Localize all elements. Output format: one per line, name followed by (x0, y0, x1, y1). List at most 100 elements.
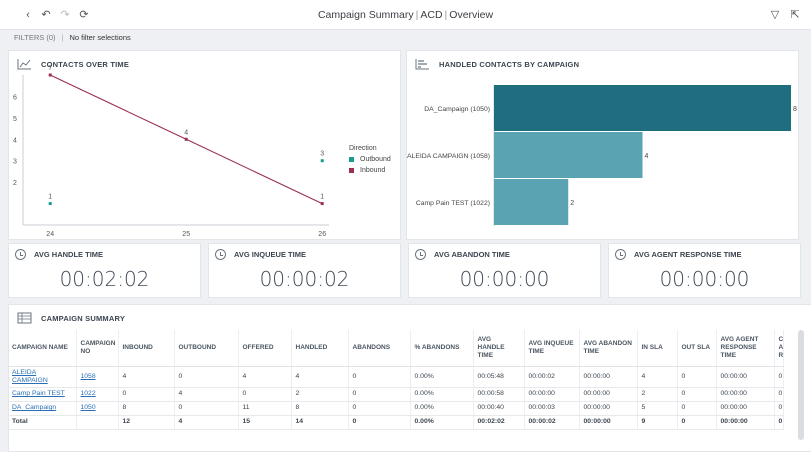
table-cell: 4 (238, 366, 292, 388)
table-cell: 00:00:40 (473, 401, 525, 416)
table-cell: 0 (118, 387, 175, 402)
column-header[interactable]: OUT SLA (677, 330, 717, 367)
column-header[interactable]: OFFERED (238, 330, 292, 367)
bar-2 (494, 179, 569, 225)
filter-icon[interactable]: ▽ (770, 9, 780, 21)
legend: Direction Outbound Inbound (349, 145, 391, 178)
table-cell: 4 (118, 366, 175, 388)
table-row: ALEIDA CAMPAIGN 1058 4 0 4 4 0 0.00% 00:05:48 00:… (8, 366, 784, 388)
legend-swatch (349, 168, 354, 173)
metric-avg-handle-time: AVG HANDLE TIME 00:02:02 (8, 243, 201, 298)
table-cell: 00:00:02 (524, 415, 580, 430)
y-tick-label: 2 (13, 180, 17, 187)
column-header[interactable]: HANDLED (291, 330, 349, 367)
column-header[interactable]: ABANDONS (348, 330, 411, 367)
table-cell: 0 (348, 366, 411, 388)
panel-title: CAMPAIGN SUMMARY (41, 313, 126, 323)
metric-label: AVG ABANDON TIME (434, 250, 510, 259)
column-header[interactable]: INBOUND (118, 330, 175, 367)
undo-icon[interactable]: ↶ (41, 9, 51, 21)
campaign-name-cell[interactable]: ALEIDA CAMPAIGN (8, 366, 77, 388)
table-cell: 00:00:00 (716, 387, 775, 402)
title-main: Campaign Summary (317, 9, 414, 21)
x-tick-label: 25 (182, 231, 190, 238)
column-header[interactable]: CAMPAIGN NAME (8, 330, 77, 367)
table-cell: 0 (677, 387, 717, 402)
metric-value: 00:00:02 (259, 267, 350, 291)
table-cell: 0 (774, 366, 784, 388)
column-header[interactable]: C A R (774, 330, 784, 367)
data-point-inbound (184, 137, 188, 141)
table-cell: 0 (774, 415, 784, 430)
redo-icon[interactable]: ↷ (60, 9, 70, 21)
legend-title: Direction (349, 145, 377, 152)
campaign-no-cell[interactable]: 1058 (76, 366, 119, 388)
legend-swatch (349, 157, 354, 162)
column-header[interactable]: AVG ABANDON TIME (579, 330, 638, 367)
column-header[interactable]: AVG AGENT RESPONSE TIME (716, 330, 775, 367)
table-cell: 4 (291, 366, 349, 388)
campaign-no-cell[interactable]: 1022 (76, 387, 119, 402)
campaign-no-cell (76, 415, 119, 430)
table-cell: 0.00% (410, 401, 474, 416)
filters-label[interactable]: FILTERS (0) (14, 33, 56, 42)
table-cell: 00:00:00 (579, 415, 638, 430)
clock-icon (615, 249, 626, 260)
campaign-name-cell[interactable]: DA_Campaign (8, 401, 77, 416)
data-label: 3 (320, 151, 324, 158)
legend-item[interactable]: Outbound (349, 156, 391, 163)
metric-label: AVG INQUEUE TIME (234, 250, 306, 259)
legend-item[interactable]: Inbound (349, 167, 391, 174)
campaign-no-cell[interactable]: 1050 (76, 401, 119, 416)
bar-1 (494, 132, 643, 178)
column-header[interactable]: CAMPAIGN NO (76, 330, 119, 367)
data-point-outbound (320, 159, 324, 163)
data-point-inbound (320, 202, 324, 206)
category-label: DA_Campaign (1050) (424, 106, 490, 113)
y-tick-label: 5 (13, 116, 17, 123)
campaign-name-cell[interactable]: Camp Pain TEST (8, 387, 77, 402)
table-cell: 2 (637, 387, 678, 402)
table-cell: 0.00% (410, 387, 474, 402)
y-tick-label: 6 (13, 94, 17, 101)
category-label: Camp Pain TEST (1022) (416, 200, 490, 207)
clock-icon (415, 249, 426, 260)
y-tick-label: 3 (13, 159, 17, 166)
handled-by-campaign-panel: HANDLED CONTACTS BY CAMPAIGN DA_Campaign… (406, 50, 799, 240)
y-tick-label: 4 (13, 137, 17, 144)
table-cell: 11 (238, 401, 292, 416)
bar-chart-icon (415, 59, 429, 70)
metric-value: 00:00:00 (659, 267, 750, 291)
panel-title: HANDLED CONTACTS BY CAMPAIGN (439, 59, 580, 69)
table-cell: 00:05:48 (473, 366, 525, 388)
column-header[interactable]: AVG HANDLE TIME (473, 330, 525, 367)
table-icon (17, 312, 32, 324)
table-cell: 0.00% (410, 366, 474, 388)
metric-avg-abandon-time: AVG ABANDON TIME 00:00:00 (408, 243, 601, 298)
line-chart: 2 3 4 5 6 24 25 26 7 4 1 1 3 (13, 65, 329, 238)
data-point-inbound (48, 73, 52, 77)
page-title: Campaign Summary | ACD | Overview (317, 9, 494, 21)
metric-value: 00:00:00 (459, 267, 550, 291)
column-header[interactable]: OUTBOUND (174, 330, 239, 367)
refresh-icon[interactable]: ⟳ (79, 9, 89, 21)
table-scrollbar[interactable] (798, 330, 804, 440)
export-icon[interactable]: ⇱ (790, 9, 800, 21)
campaign-name-cell: Total (8, 415, 77, 430)
table-cell: 00:00:00 (579, 401, 638, 416)
data-point-outbound (48, 202, 52, 206)
column-header[interactable]: % ABANDONS (410, 330, 474, 367)
metric-label: AVG AGENT RESPONSE TIME (634, 250, 742, 259)
panel-header: CONTACTS OVER TIME (17, 57, 129, 71)
contacts-over-time-panel: CONTACTS OVER TIME 2 3 4 5 6 24 25 26 7 4 1 1 3 Dire… (8, 50, 401, 240)
data-label: 7 (48, 65, 52, 72)
column-header[interactable]: IN SLA (637, 330, 678, 367)
table-cell: 0 (677, 366, 717, 388)
table-cell: 0 (677, 401, 717, 416)
data-label: 4 (184, 129, 188, 136)
total-row: Total 12 4 15 14 0 0.00% 00:02:02 00:00:02 00:00:… (8, 415, 784, 430)
column-header[interactable]: AVG INQUEUE TIME (524, 330, 580, 367)
table-cell: 9 (637, 415, 678, 430)
back-icon[interactable]: ‹ (26, 9, 30, 21)
table-cell: 0 (677, 415, 717, 430)
